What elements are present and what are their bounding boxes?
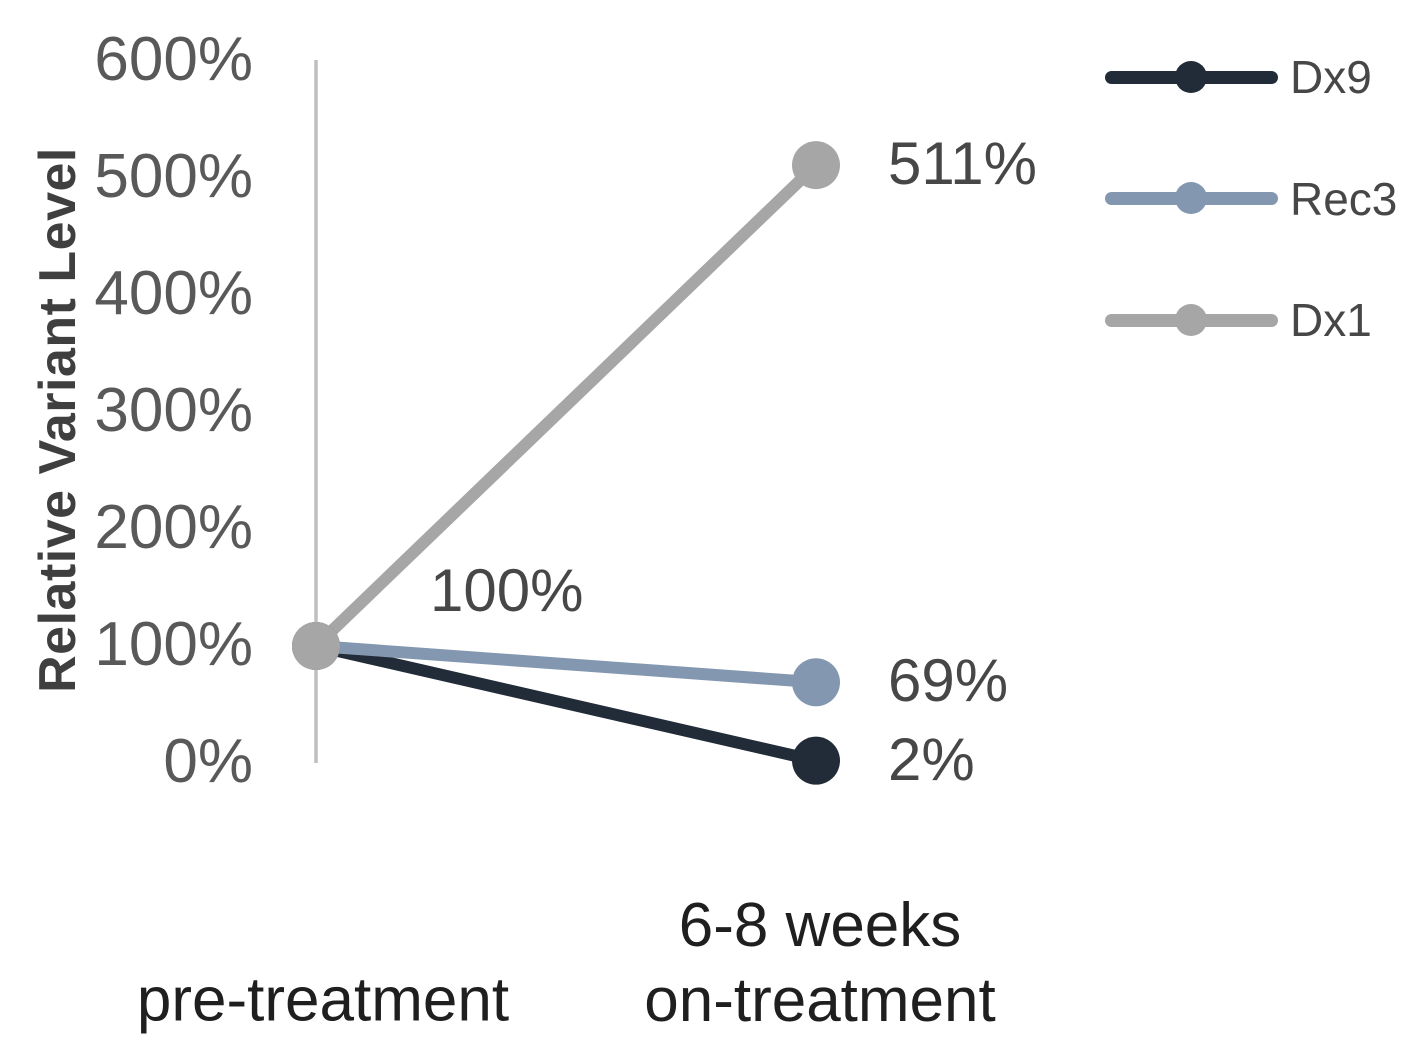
series-line-Dx9 (314, 640, 818, 767)
legend-label-Rec3: Rec3 (1290, 172, 1398, 225)
legend-item-Dx1: Dx1 (1105, 290, 1372, 350)
y-tick-200%: 200% (94, 493, 253, 563)
marker-Dx1-pre-treatment (292, 622, 340, 670)
legend-item-Dx9: Dx9 (1105, 47, 1372, 107)
data-label-Dx1: 511% (888, 130, 1038, 198)
y-tick-500%: 500% (94, 142, 253, 212)
legend-marker-icon (1175, 303, 1207, 336)
x-category-line: on-treatment (644, 966, 996, 1035)
x-category-on-treatment: 6-8 weeks on-treatment (644, 888, 996, 1038)
data-label-start: 100% (430, 557, 584, 625)
y-tick-300%: 300% (94, 376, 253, 446)
x-category-line: 6-8 weeks (678, 891, 962, 960)
y-tick-0%: 0% (163, 727, 253, 797)
legend-marker-icon (1175, 60, 1207, 93)
marker-Dx1-on-treatment (792, 141, 840, 190)
series-line-Rec3 (315, 640, 817, 689)
series-line-Dx1 (311, 160, 821, 651)
data-label-Rec3: 69% (888, 647, 1009, 715)
legend-label-Dx9: Dx9 (1290, 51, 1372, 103)
legend-item-Rec3: Rec3 (1105, 169, 1397, 229)
y-tick-600%: 600% (94, 25, 253, 95)
y-axis-title: Relative Variant Level (29, 147, 87, 693)
data-label-Dx9: 2% (888, 725, 975, 793)
marker-Dx9-on-treatment (792, 736, 840, 785)
marker-Rec3-on-treatment (792, 658, 840, 707)
x-category-pre-treatment: pre-treatment (136, 965, 510, 1035)
legend-line-icon (1105, 60, 1278, 93)
legend-line-icon (1105, 303, 1278, 336)
legend-label-Dx1: Dx1 (1290, 294, 1372, 346)
legend-marker-icon (1175, 182, 1207, 214)
y-tick-100%: 100% (94, 610, 253, 680)
legend-line-icon (1105, 182, 1278, 214)
y-tick-400%: 400% (94, 259, 253, 329)
